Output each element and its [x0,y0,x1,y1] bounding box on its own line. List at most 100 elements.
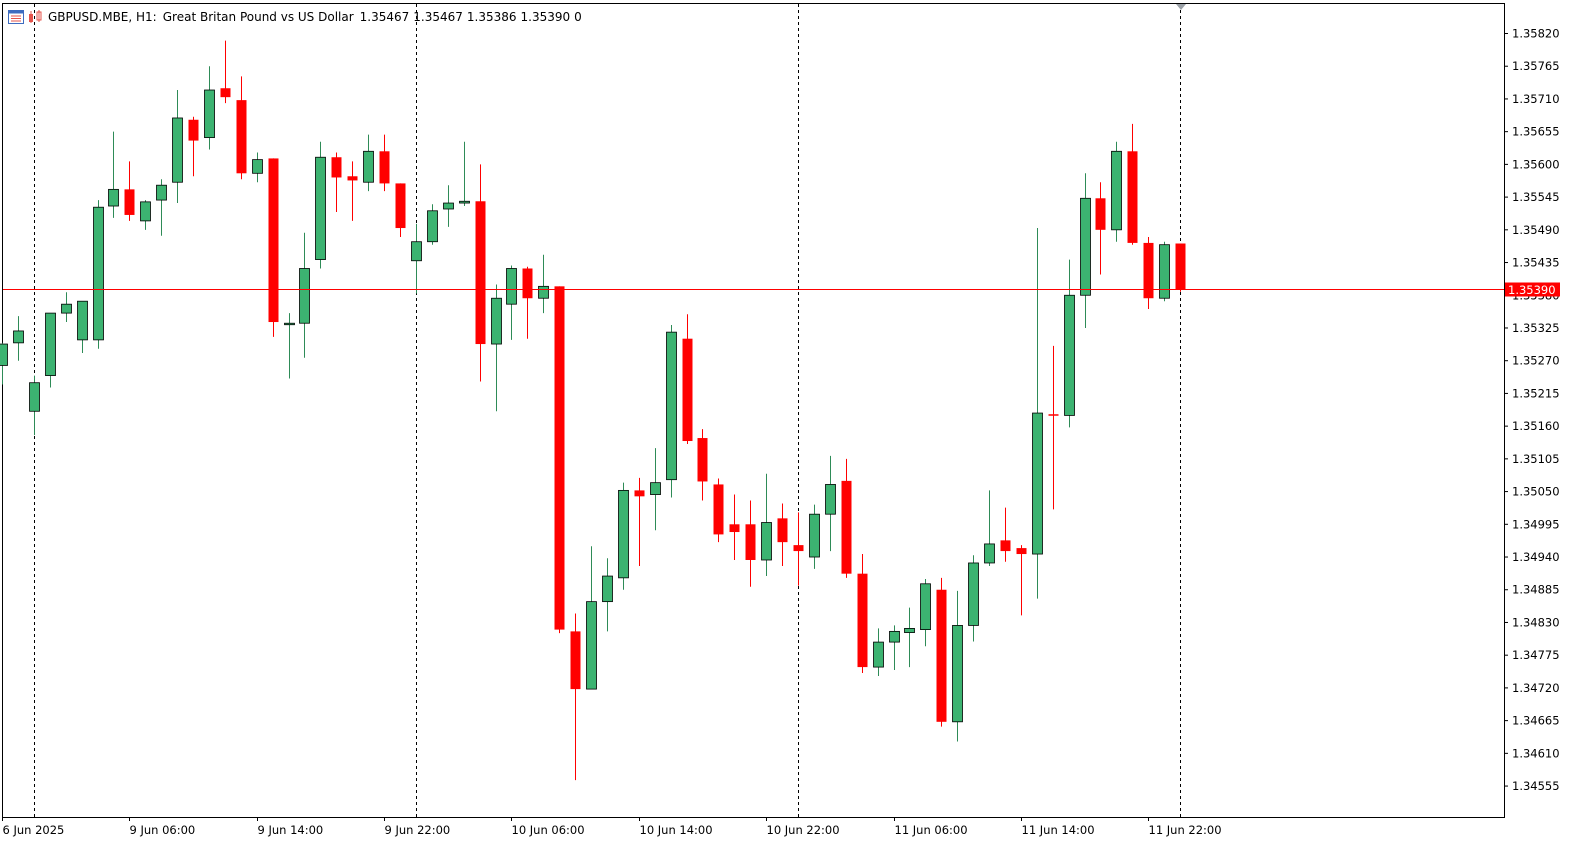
candle-bull [61,292,72,323]
candle-bear [220,40,231,104]
price-tick-label: 1.35215 [1512,386,1560,400]
candle-body [634,490,645,497]
candle-body [857,573,868,668]
candle-body [1159,244,1170,299]
price-tick-label: 1.34665 [1512,714,1560,728]
time-tick: 9 Jun 22:00 [384,817,451,837]
candle-body [506,268,517,305]
candle-body [1175,243,1186,290]
price-tick-label: 1.34555 [1512,779,1560,793]
price-tick-label: 1.34995 [1512,517,1560,531]
candle-bull [984,490,995,566]
candle-body [140,201,151,222]
candle-body [299,268,310,324]
candle-bull [809,504,820,569]
time-tick-label: 6 Jun 2025 [3,823,65,837]
candle-bull [284,313,295,379]
candle-bull [920,579,931,647]
candle-bull [873,628,884,677]
candle-body [1032,412,1043,555]
time-tick-label: 10 Jun 06:00 [512,823,585,837]
candle-body [61,303,72,314]
time-tick: 10 Jun 06:00 [511,817,585,837]
candle-bull [618,482,629,590]
ohlc-low: 1.35386 [466,10,517,24]
candle-bull [140,200,151,230]
price-label-text: 1.35390 [1508,283,1556,297]
time-tick-label: 11 Jun 06:00 [895,823,968,837]
candle-body [188,119,199,141]
candle-bull [825,455,836,552]
candle-body [459,200,470,204]
time-tick-label: 11 Jun 22:00 [1149,823,1222,837]
candle-body [491,297,502,345]
candle-bull [363,134,374,192]
candle-bull [1111,141,1122,242]
price-tick: 1.34775 [1504,648,1560,662]
candle-bear [236,76,247,180]
ohlc-open: 1.35467 [359,10,410,24]
candle-bear [777,503,788,566]
candle-body [315,156,326,260]
price-tick: 1.34885 [1504,583,1560,597]
candle-bull [538,254,549,314]
candle-body [395,183,406,229]
candle-body [1064,294,1075,416]
time-tick: 9 Jun 14:00 [257,817,324,837]
candle-body [1000,540,1011,552]
candle-body [777,518,788,543]
candle-body [745,524,756,560]
candle-body [45,312,56,376]
candle-bear [395,183,406,237]
candle-body [204,89,215,139]
candle-bull [77,300,88,353]
chart-window-icon[interactable] [8,10,24,24]
chart-header: GBPUSD.MBE, H1: Great Britan Pound vs US… [8,8,588,26]
price-tick: 1.35765 [1504,59,1560,73]
price-tick-label: 1.35435 [1512,256,1560,270]
candle-bull [1159,241,1170,302]
price-tick-label: 1.35600 [1512,157,1560,171]
candle-body [713,484,724,535]
price-axis[interactable]: 1.35820 1.35765 1.35710 1.35655 1.35600 1.355… [1504,27,1560,794]
price-label-background [1505,282,1560,297]
candle-body [156,184,167,201]
price-tick: 1.35710 [1504,92,1560,106]
time-tick: 9 Jun 06:00 [129,817,195,837]
candle-body [411,241,422,262]
candle-body [904,628,915,633]
tick-volume: 0 [574,10,582,24]
time-axis[interactable]: 6 Jun 2025 9 Jun 06:00 9 Jun 14:00 9 Jun 22… [2,817,1222,837]
candle-body [1048,414,1059,416]
candle-body [268,158,279,323]
time-tick-label: 11 Jun 14:00 [1022,823,1095,837]
candle-bull [45,312,56,388]
price-tick-label: 1.35710 [1512,92,1560,106]
price-tick-label: 1.34830 [1512,615,1560,629]
candle-bear [697,429,708,501]
price-tick: 1.35545 [1504,190,1560,204]
time-tick-label: 9 Jun 14:00 [258,823,324,837]
time-tick: 10 Jun 22:00 [766,817,840,837]
candle-body [427,210,438,243]
candle-body [0,343,8,366]
candle-bull [506,265,517,340]
candle-body [554,286,565,630]
shift-marker-icon[interactable] [1176,4,1186,10]
price-tick: 1.35600 [1504,157,1560,171]
candles [0,40,1186,781]
candle-bull [108,131,119,218]
candle-body [236,100,247,174]
candle-body [1111,150,1122,231]
candle-body [570,631,581,690]
trade-levels-icon[interactable] [28,10,44,24]
price-tick: 1.35160 [1504,419,1560,433]
price-tick: 1.34940 [1504,550,1560,564]
time-tick-label: 10 Jun 14:00 [640,823,713,837]
candle-bull [411,223,422,294]
candle-body [936,589,947,722]
time-tick-label: 9 Jun 22:00 [385,823,451,837]
candle-bull [1080,173,1091,328]
candle-bear [1000,507,1011,562]
